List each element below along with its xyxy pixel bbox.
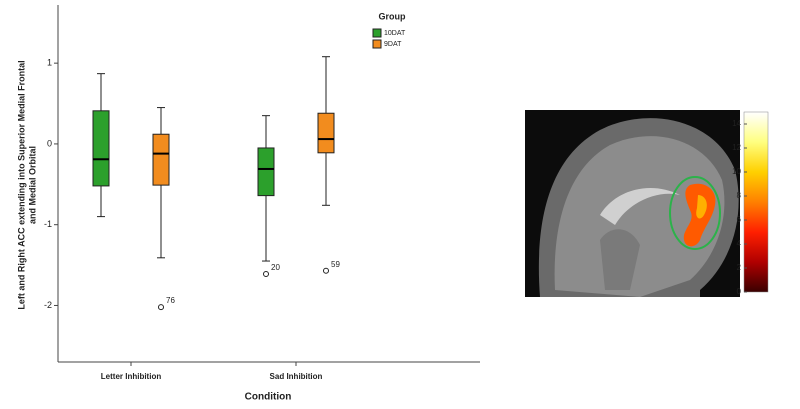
legend-swatch (373, 40, 381, 48)
outlier-label: 59 (331, 260, 340, 269)
x-axis-title: Condition (245, 392, 292, 403)
y-tick-label: -1 (44, 219, 52, 229)
outlier (324, 268, 329, 273)
x-tick-label: Sad Inhibition (270, 372, 323, 381)
colorbar-tick-label: 0 (737, 287, 742, 296)
outlier (159, 305, 164, 310)
legend-label: 9DAT (384, 41, 402, 48)
legend-title: Group (379, 11, 406, 21)
colorbar-tick-label: 6 (737, 215, 742, 224)
box (153, 134, 169, 185)
y-axis-title-line: and Medial Orbital (27, 146, 37, 224)
outlier-label: 76 (166, 296, 175, 305)
legend-swatch (373, 29, 381, 37)
box (318, 113, 334, 153)
box (93, 111, 109, 186)
x-tick-label: Letter Inhibition (101, 372, 162, 381)
box (258, 148, 274, 196)
y-tick-label: 0 (47, 138, 52, 148)
legend-label: 10DAT (384, 30, 406, 37)
y-tick-label: -2 (44, 300, 52, 310)
y-tick-label: 1 (47, 58, 52, 68)
colorbar-tick-label: 2 (737, 263, 742, 272)
colorbar-tick-label: 10 (732, 167, 741, 176)
colorbar-tick-label: 14 (732, 119, 741, 128)
outlier (264, 271, 269, 276)
chart: Left and Right ACC extending into Superi… (0, 0, 800, 409)
colorbar-tick-label: 4 (737, 239, 742, 248)
colorbar-tick-label: 12 (732, 143, 741, 152)
outlier-label: 20 (271, 263, 280, 272)
brain-image (525, 110, 740, 297)
colorbar-tick-label: 8 (737, 191, 742, 200)
colorbar (744, 112, 768, 292)
y-axis-title-line: Left and Right ACC extending into Superi… (16, 60, 26, 309)
